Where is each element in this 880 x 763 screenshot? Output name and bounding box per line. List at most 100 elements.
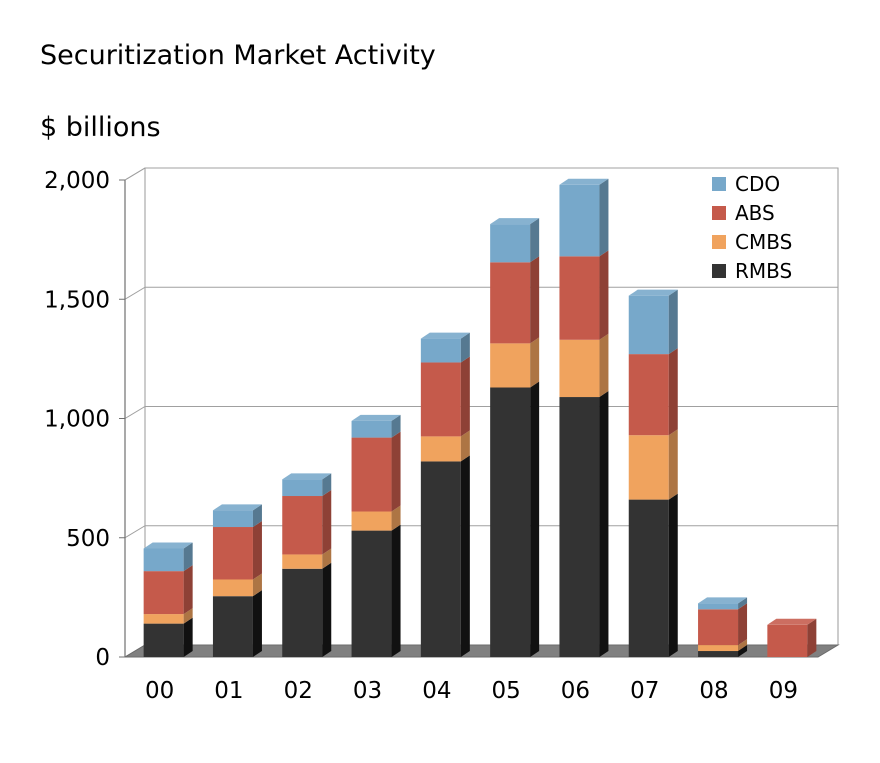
bar-segment-abs-06 xyxy=(559,250,609,340)
bar-face xyxy=(628,499,669,657)
bar-face xyxy=(490,343,531,388)
bar-segment-rmbs-00 xyxy=(143,617,193,657)
bar-segment-abs-09 xyxy=(767,618,817,657)
bar-face xyxy=(143,548,184,572)
bar-segment-rmbs-04 xyxy=(420,455,470,657)
bar-side xyxy=(599,333,609,398)
bar-face xyxy=(559,184,600,257)
bar-side xyxy=(391,524,401,657)
bar-top xyxy=(282,473,332,480)
bar-segment-cdo-08 xyxy=(698,597,748,610)
bar-side xyxy=(738,645,748,657)
y-tick-label: 0 xyxy=(95,645,110,671)
bar-face xyxy=(559,339,600,398)
legend-swatch xyxy=(712,235,726,249)
bar-segment-rmbs-08 xyxy=(698,645,748,657)
x-tick-label: 03 xyxy=(353,678,382,704)
bar-side xyxy=(322,548,332,569)
x-tick-label: 06 xyxy=(561,678,590,704)
legend-item-rmbs: RMBS xyxy=(712,259,792,283)
x-tick-label: 01 xyxy=(214,678,243,704)
bar-side xyxy=(183,617,193,657)
bar-face xyxy=(212,527,253,580)
bar-segment-rmbs-03 xyxy=(351,524,401,657)
legend-label: CDO xyxy=(735,172,780,196)
bar-side xyxy=(738,597,748,610)
bar-top xyxy=(767,618,817,625)
y-tick-label: 2,000 xyxy=(44,168,110,194)
bar-face xyxy=(420,338,461,363)
bar-segment-abs-02 xyxy=(282,490,332,555)
x-tick-label: 09 xyxy=(769,678,798,704)
bar-face xyxy=(351,530,392,657)
bar-segment-rmbs-02 xyxy=(282,562,332,657)
gridline xyxy=(124,406,838,419)
legend-label: ABS xyxy=(735,201,775,225)
bar-side xyxy=(252,573,262,597)
bar-face xyxy=(559,256,600,340)
bar-side xyxy=(530,256,540,344)
bar-side xyxy=(668,429,678,500)
bar-side xyxy=(530,381,540,657)
bar-side xyxy=(807,618,817,657)
bar-face xyxy=(698,609,739,646)
bar-side xyxy=(668,348,678,436)
y-tick-label: 1,000 xyxy=(44,407,110,433)
bar-face xyxy=(490,224,531,263)
bar-segment-cmbs-06 xyxy=(559,333,609,398)
bar-side xyxy=(599,391,609,657)
bar-side xyxy=(183,565,193,615)
bar-top xyxy=(143,542,193,549)
bar-segment-cdo-05 xyxy=(490,218,540,263)
y-tick-label: 500 xyxy=(66,526,110,552)
bar-segment-cmbs-00 xyxy=(143,608,193,624)
bar-face xyxy=(282,568,323,657)
bar-segment-cdo-00 xyxy=(143,542,193,572)
bar-face xyxy=(143,614,184,624)
bar-segment-abs-03 xyxy=(351,431,401,512)
bar-side xyxy=(252,590,262,657)
legend-swatch xyxy=(712,206,726,220)
x-tick-label: 02 xyxy=(284,678,313,704)
bar-side xyxy=(460,430,470,462)
bar-face xyxy=(698,645,739,652)
bar-side xyxy=(668,289,678,355)
legend-label: RMBS xyxy=(735,259,792,283)
bar-face xyxy=(212,510,253,528)
legend: CDO ABS CMBS RMBS xyxy=(712,172,792,283)
bar-segment-rmbs-07 xyxy=(628,493,678,657)
bar-side xyxy=(322,562,332,657)
bar-segment-cdo-04 xyxy=(420,332,470,363)
bar-top xyxy=(559,178,609,185)
legend-item-cdo: CDO xyxy=(712,172,780,196)
gridline xyxy=(124,286,838,300)
bar-side xyxy=(183,608,193,624)
bar-face xyxy=(490,262,531,344)
gridline xyxy=(124,167,838,181)
bar-side xyxy=(460,455,470,657)
bar-face xyxy=(628,435,669,500)
bar-face xyxy=(490,387,531,657)
bar-face xyxy=(628,295,669,355)
x-tick-label: 05 xyxy=(492,678,521,704)
bar-top xyxy=(351,414,401,421)
bar-face xyxy=(628,354,669,436)
bar-face xyxy=(212,579,253,597)
x-tick-label: 07 xyxy=(630,678,659,704)
bar-side xyxy=(391,505,401,531)
bar-segment-cmbs-03 xyxy=(351,505,401,531)
chart-title: Securitization Market Activity xyxy=(40,40,436,71)
legend-label: CMBS xyxy=(735,230,792,254)
bar-top xyxy=(698,597,748,604)
bar-face xyxy=(698,603,739,610)
bar-segment-rmbs-06 xyxy=(559,391,609,657)
bar-segment-abs-01 xyxy=(212,521,262,580)
bar-segment-cdo-01 xyxy=(212,504,262,528)
bar-side xyxy=(599,250,609,340)
bar-top xyxy=(420,332,470,339)
legend-swatch xyxy=(712,264,726,278)
bar-face xyxy=(282,479,323,497)
bar-segment-cdo-06 xyxy=(559,178,609,257)
